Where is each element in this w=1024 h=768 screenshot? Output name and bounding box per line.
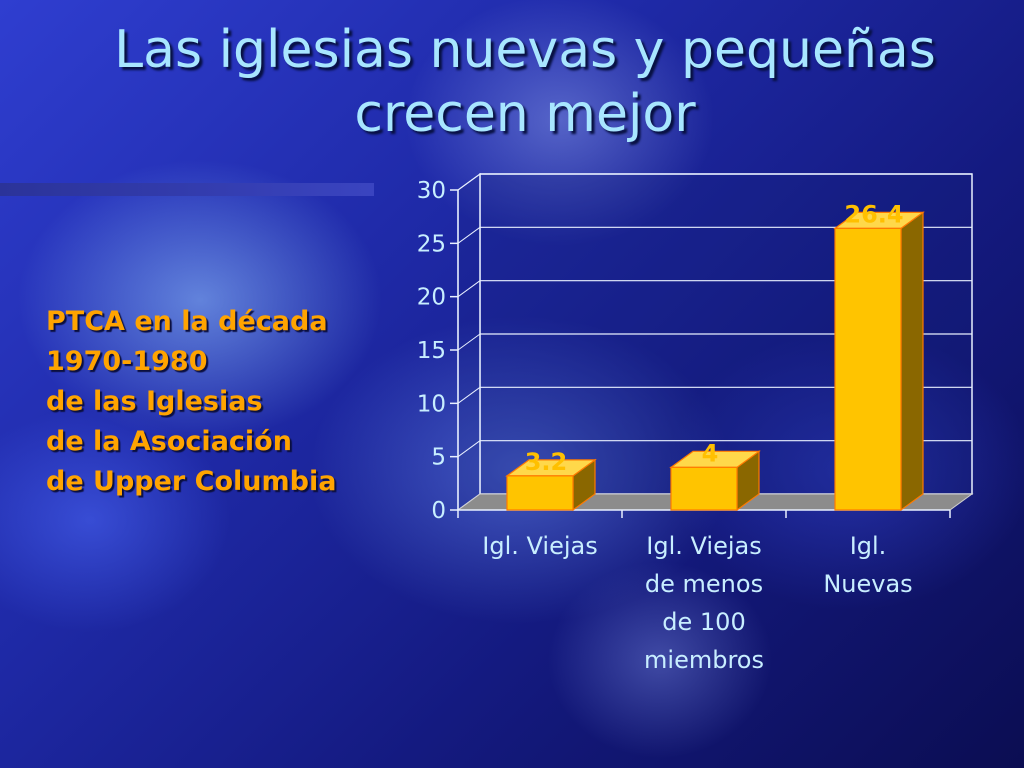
y-tick-label: 25 [417, 231, 446, 257]
data-label: 3.2 [525, 448, 568, 476]
caption-line-2: 1970-1980 [46, 346, 208, 377]
chart-caption: PTCA en la década 1970-1980 de las Igles… [46, 302, 336, 502]
x-category-label: Nuevas [823, 570, 912, 598]
y-tick-label: 0 [431, 498, 446, 524]
x-category-label: Igl. Viejas [482, 532, 597, 560]
y-tick-label: 10 [417, 391, 446, 417]
y-tick-label: 15 [417, 338, 446, 364]
data-label: 4 [702, 439, 719, 467]
slide-title-line-1: Las iglesias nuevas y pequeñas [114, 20, 936, 80]
x-category-label: Igl. [850, 532, 887, 560]
bar-2 [669, 450, 761, 512]
y-tick-label: 30 [417, 178, 446, 204]
data-label: 26.4 [844, 200, 903, 228]
slide-title: Las iglesias nuevas y pequeñas crecen me… [60, 18, 990, 146]
bar-1 [505, 458, 597, 512]
gridline-side [457, 440, 481, 458]
x-category-label: miembros [644, 646, 764, 674]
decorative-divider-bar [0, 183, 374, 196]
gridline-side [457, 333, 481, 351]
bar-3 [833, 211, 925, 512]
x-category-label: Igl. Viejas [646, 532, 761, 560]
caption-line-4: de la Asociación [46, 426, 292, 457]
slide-title-line-2: crecen mejor [354, 84, 696, 144]
gridline-side [457, 226, 481, 244]
x-category-label: de 100 [662, 608, 745, 636]
bar-side-face [900, 211, 924, 512]
caption-line-1: PTCA en la década [46, 306, 328, 337]
bar-front-face [506, 475, 574, 511]
gridline-side [457, 386, 481, 404]
y-tick-label: 20 [417, 285, 446, 311]
y-tick-label: 5 [431, 445, 446, 471]
bar-front-face [834, 227, 902, 511]
gridline-side [457, 173, 481, 191]
x-category-label: de menos [645, 570, 763, 598]
caption-line-5: de Upper Columbia [46, 466, 337, 497]
bar-front-face [670, 466, 738, 511]
caption-line-3: de las Iglesias [46, 386, 263, 417]
gridline-side [457, 280, 481, 298]
